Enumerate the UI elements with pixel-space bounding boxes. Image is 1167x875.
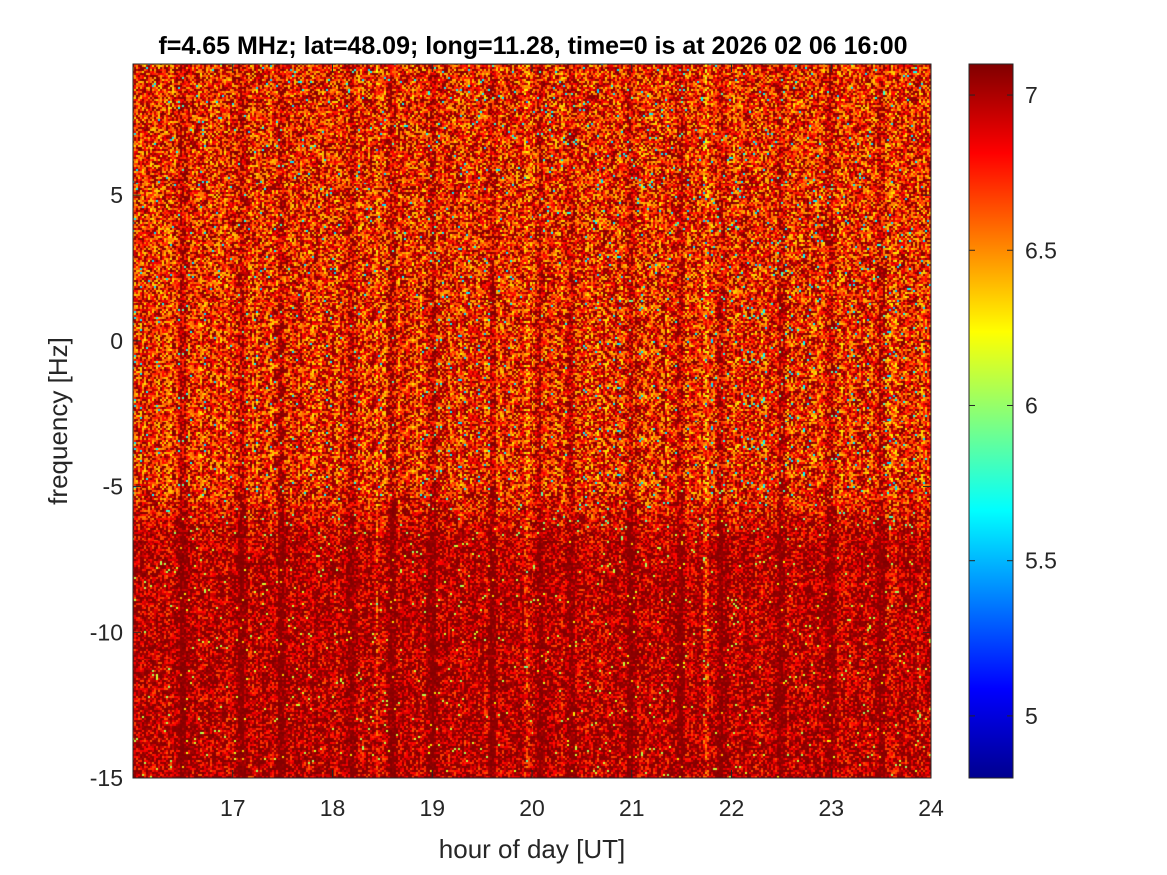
chart-title: f=4.65 MHz; lat=48.09; long=11.28, time=… [158, 32, 907, 60]
x-tick-label: 17 [220, 795, 246, 821]
colorbar-tick-label: 6 [1025, 392, 1038, 418]
x-tick-label: 22 [719, 795, 745, 821]
colorbar-tick-label: 5 [1025, 703, 1038, 729]
plot-area [132, 63, 932, 779]
heatmap-image [133, 64, 931, 778]
colorbar-tick-label: 6.5 [1025, 237, 1057, 263]
x-tick-label: 19 [419, 795, 445, 821]
x-axis-ticks: 17 18 19 20 21 22 23 24 [220, 64, 944, 821]
x-axis-label: hour of day [UT] [439, 834, 625, 864]
y-tick-label: -5 [103, 474, 123, 500]
y-tick-label: -15 [90, 765, 123, 791]
y-tick-label: 5 [110, 182, 123, 208]
y-tick-label: 0 [110, 328, 123, 354]
colorbar: 5 5.5 6 6.5 7 [968, 63, 1057, 779]
colorbar-ticks: 5 5.5 6 6.5 7 [969, 82, 1057, 729]
colorbar-gradient [968, 63, 1014, 779]
x-tick-label: 18 [320, 795, 346, 821]
colorbar-tick-label: 7 [1025, 82, 1038, 108]
x-tick-label: 21 [619, 795, 645, 821]
y-axis-ticks: -15 -10 -5 0 5 [90, 182, 931, 791]
x-tick-label: 23 [818, 795, 844, 821]
x-tick-label: 20 [519, 795, 545, 821]
y-axis-label: frequency [Hz] [43, 337, 73, 505]
colorbar-tick-label: 5.5 [1025, 548, 1057, 574]
x-tick-label: 24 [918, 795, 944, 821]
y-tick-label: -10 [90, 619, 123, 645]
